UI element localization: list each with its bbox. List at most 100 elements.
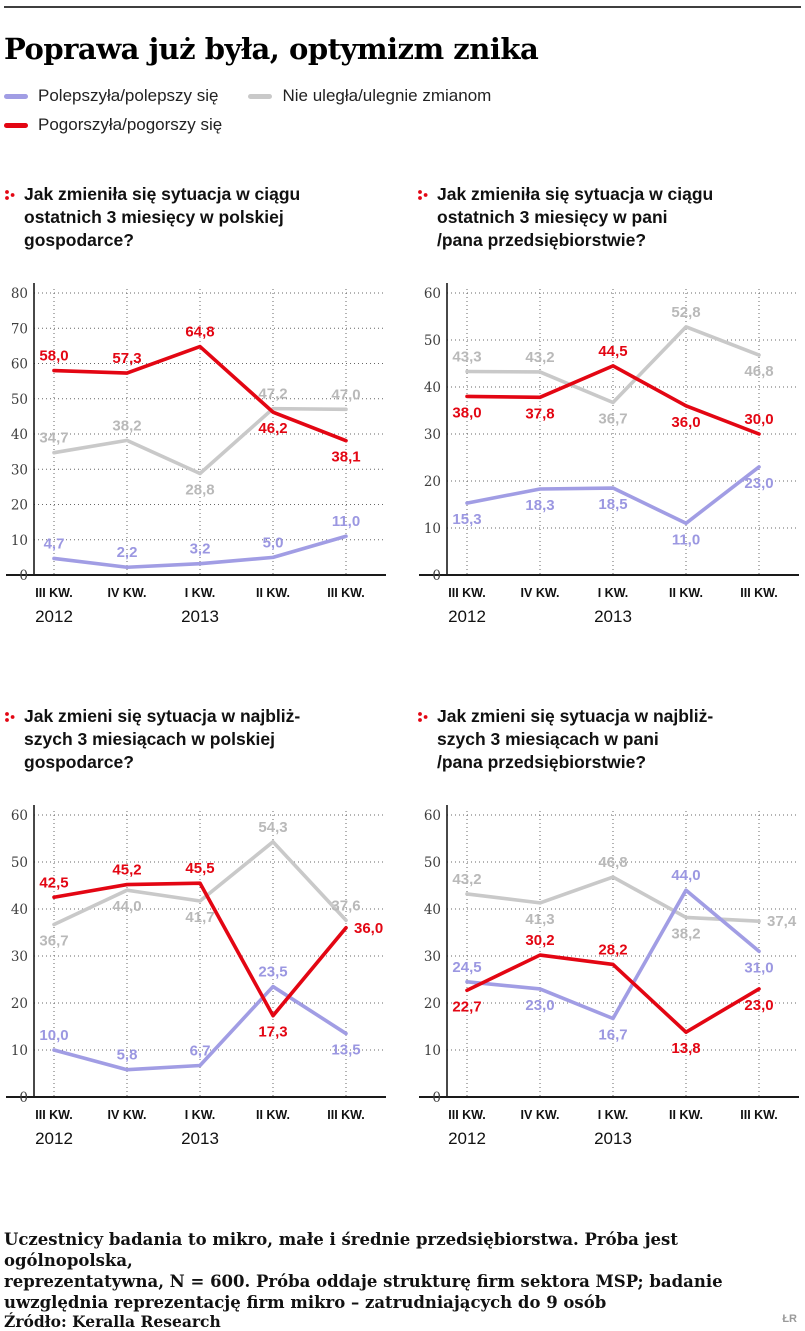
question: Jak zmieniła się sytuacja w ciągu ostatn… xyxy=(4,183,388,279)
chart-block-future-company: Jak zmieni się sytuacja w najbliż- szych… xyxy=(417,705,801,1163)
top-divider xyxy=(4,6,801,8)
data-label-worsen: 45,2 xyxy=(112,862,141,879)
x-tick-label: I KW. xyxy=(598,586,629,600)
y-tick-label: 40 xyxy=(11,427,28,443)
y-tick-label: 0 xyxy=(432,568,441,584)
legend-row: Pogorszyła/pogorszy się xyxy=(4,115,801,135)
y-tick-label: 10 xyxy=(11,1043,28,1059)
data-label-worsen: 42,5 xyxy=(39,874,68,891)
legend-marker-worsen-icon xyxy=(4,122,28,128)
series-line-improve xyxy=(52,534,348,570)
data-label-improve: 24,5 xyxy=(452,959,481,976)
x-tick-label: III KW. xyxy=(448,1108,486,1122)
data-label-no_change: 36,7 xyxy=(39,933,68,950)
y-tick-label: 20 xyxy=(424,996,441,1012)
x-tick-label: III KW. xyxy=(740,586,778,600)
y-tick-label: 60 xyxy=(424,286,441,302)
data-label-no_change: 36,7 xyxy=(598,411,627,428)
data-label-no_change: 37,6 xyxy=(331,897,360,914)
question-bullet-icon xyxy=(417,708,429,801)
y-tick-label: 10 xyxy=(11,533,28,549)
question-text: Jak zmieniła się sytuacja w ciągu ostatn… xyxy=(24,184,301,251)
y-tick-label: 60 xyxy=(11,357,28,373)
data-label-no_change: 38,2 xyxy=(112,417,141,434)
question-text: Jak zmieni się sytuacja w najbliż- szych… xyxy=(24,706,301,773)
data-label-improve: 11,0 xyxy=(672,531,700,548)
source-credit: Źródło: Keralla Research xyxy=(4,1312,221,1331)
data-label-improve: 5,8 xyxy=(117,1047,138,1064)
y-tick-label: 0 xyxy=(19,1090,28,1106)
data-label-improve: 13,5 xyxy=(331,1042,360,1059)
series-line-no_change xyxy=(465,875,761,924)
data-label-no_change: 43,2 xyxy=(452,871,481,888)
data-label-improve: 31,0 xyxy=(744,959,773,976)
series-line-worsen xyxy=(465,364,761,436)
data-label-improve: 2,2 xyxy=(117,544,138,561)
y-tick-label: 80 xyxy=(11,286,28,302)
data-label-worsen: 36,0 xyxy=(671,414,700,431)
chart-svg: 0 10 20 30 40 50 60 43,2 41,3 46,8 38,2 37,4 24,5 23,… xyxy=(419,805,799,1148)
legend-label-worsen: Pogorszyła/pogorszy się xyxy=(38,115,223,134)
legend: Polepszyła/polepszy się Nie uległa/ulegn… xyxy=(4,86,801,135)
data-label-worsen: 64,8 xyxy=(185,324,214,341)
x-tick-label: III KW. xyxy=(35,1108,73,1122)
x-tick-label: I KW. xyxy=(185,1108,216,1122)
question-bullet-icon xyxy=(417,186,429,279)
chart-block-future-economy: Jak zmieni się sytuacja w najbliż- szych… xyxy=(4,705,388,1163)
data-label-no_change: 47,0 xyxy=(331,386,360,403)
x-tick-label: II KW. xyxy=(256,586,290,600)
data-label-worsen: 45,5 xyxy=(185,860,214,877)
x-tick-label: III KW. xyxy=(35,586,73,600)
data-label-worsen: 36,0 xyxy=(354,920,383,937)
x-tick-label: II KW. xyxy=(669,1108,703,1122)
y-tick-label: 10 xyxy=(424,1043,441,1059)
legend-item-improve: Polepszyła/polepszy się xyxy=(4,86,218,106)
series-line-improve xyxy=(465,888,761,1021)
data-label-improve: 6,7 xyxy=(190,1043,211,1060)
chart-svg: 0 10 20 30 40 50 60 43,3 43,2 36,7 52,8 46,8 15,3 18,… xyxy=(419,283,799,626)
legend-marker-improve-icon xyxy=(4,93,28,99)
series-line-worsen xyxy=(52,344,348,443)
chart-svg: 0 10 20 30 40 50 60 36,7 44,0 41,7 54,3 37,6 10,0 5,8… xyxy=(6,805,386,1148)
y-tick-label: 60 xyxy=(11,808,28,824)
data-label-no_change: 46,8 xyxy=(598,854,627,871)
legend-label-improve: Polepszyła/polepszy się xyxy=(38,86,219,105)
data-label-improve: 15,3 xyxy=(452,511,481,528)
y-tick-label: 30 xyxy=(424,427,441,443)
data-label-worsen: 13,8 xyxy=(671,1040,700,1057)
data-label-worsen: 58,0 xyxy=(39,348,68,365)
y-tick-label: 30 xyxy=(11,949,28,965)
data-label-improve: 18,5 xyxy=(598,496,627,513)
data-label-improve: 11,0 xyxy=(332,513,360,530)
data-label-improve: 23,5 xyxy=(258,964,287,981)
data-label-improve: 23,0 xyxy=(525,997,554,1014)
data-label-worsen: 46,2 xyxy=(258,420,287,437)
data-label-improve: 4,7 xyxy=(44,535,65,552)
y-tick-label: 50 xyxy=(11,392,28,408)
x-tick-label: II KW. xyxy=(669,586,703,600)
data-label-worsen: 38,1 xyxy=(331,449,360,466)
y-tick-label: 40 xyxy=(424,380,441,396)
x-tick-label: III KW. xyxy=(448,586,486,600)
y-tick-label: 50 xyxy=(11,855,28,871)
chart-block-past-company: Jak zmieniła się sytuacja w ciągu ostatn… xyxy=(417,183,801,641)
data-label-worsen: 28,2 xyxy=(598,941,627,958)
data-label-improve: 23,0 xyxy=(744,475,773,492)
legend-marker-no-change-icon xyxy=(248,93,273,99)
y-tick-label: 0 xyxy=(19,568,28,584)
series-line-improve xyxy=(465,465,761,526)
legend-item-no-change: Nie uległa/ulegnie zmianom xyxy=(248,86,491,106)
x-tick-label: I KW. xyxy=(185,586,216,600)
data-label-no_change: 28,8 xyxy=(185,481,214,498)
data-label-no_change: 43,2 xyxy=(525,349,554,366)
y-tick-label: 50 xyxy=(424,855,441,871)
author-initials: ŁR xyxy=(782,1313,797,1325)
y-tick-label: 40 xyxy=(424,902,441,918)
question-text: Jak zmieniła się sytuacja w ciągu ostatn… xyxy=(437,184,714,251)
year-label: 2013 xyxy=(181,607,219,626)
x-tick-label: I KW. xyxy=(598,1108,629,1122)
x-tick-label: III KW. xyxy=(740,1108,778,1122)
data-label-no_change: 54,3 xyxy=(258,819,287,836)
data-label-improve: 16,7 xyxy=(598,1027,627,1044)
data-label-no_change: 47,2 xyxy=(258,386,287,403)
